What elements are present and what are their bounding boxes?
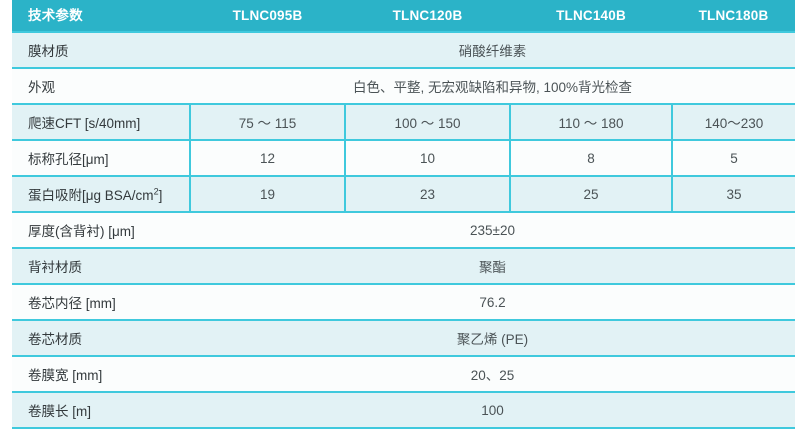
row-value-1: 100 ～ 150: [344, 103, 510, 140]
row-label: 膜材质: [12, 31, 190, 68]
row-value-merged: 聚乙烯 (PE): [190, 319, 795, 356]
table-header: 技术参数 TLNC095B TLNC120B TLNC140B TLNC180B: [12, 0, 795, 32]
row-label: 卷膜宽 [mm]: [12, 355, 190, 392]
header-model-0: TLNC095B: [190, 0, 345, 32]
specification-table: 技术参数 TLNC095B TLNC120B TLNC140B TLNC180B…: [12, 0, 795, 429]
row-label: 标称孔径[μm]: [12, 139, 190, 176]
row-label: 卷芯材质: [12, 319, 190, 356]
row-label: 爬速CFT [s/40mm]: [12, 103, 190, 140]
table-row: 爬速CFT [s/40mm] 75 ～ 115 100 ～ 150 110 ～ 180…: [12, 103, 795, 140]
row-value-merged: 235±20: [190, 211, 795, 248]
table-row: 卷膜宽 [mm] 20、25: [12, 355, 795, 392]
row-label: 厚度(含背衬) [μm]: [12, 211, 190, 248]
table-row: 卷膜长 [m] 100: [12, 391, 795, 429]
table-row: 卷芯内径 [mm] 76.2: [12, 283, 795, 320]
row-value-3: 35: [671, 175, 795, 212]
row-value-0: 75 ～ 115: [189, 103, 345, 140]
row-label: 卷芯内径 [mm]: [12, 283, 190, 320]
row-value-merged: 硝酸纤维素: [190, 31, 795, 68]
header-model-3: TLNC180B: [672, 0, 795, 32]
row-value-2: 8: [509, 139, 672, 176]
table-row: 背衬材质 聚酯: [12, 247, 795, 284]
row-value-3: 140～230: [671, 103, 795, 140]
spec-sheet: 技术参数 TLNC095B TLNC120B TLNC140B TLNC180B…: [12, 0, 795, 429]
row-value-1: 23: [344, 175, 510, 212]
row-value-merged: 76.2: [190, 283, 795, 320]
table-row: 外观 白色、平整, 无宏观缺陷和异物, 100%背光检查: [12, 67, 795, 104]
row-value-merged: 白色、平整, 无宏观缺陷和异物, 100%背光检查: [190, 67, 795, 104]
row-value-0: 19: [189, 175, 345, 212]
row-value-merged: 聚酯: [190, 247, 795, 284]
row-label: 卷膜长 [m]: [12, 391, 190, 429]
row-label: 蛋白吸附[μg BSA/cm2]: [12, 175, 190, 212]
row-value-2: 110 ～ 180: [509, 103, 672, 140]
header-model-1: TLNC120B: [345, 0, 510, 32]
row-label: 背衬材质: [12, 247, 190, 284]
row-value-0: 12: [189, 139, 345, 176]
table-row: 厚度(含背衬) [μm] 235±20: [12, 211, 795, 248]
header-model-2: TLNC140B: [510, 0, 672, 32]
header-parameter: 技术参数: [12, 0, 190, 32]
row-value-3: 5: [671, 139, 795, 176]
row-value-1: 10: [344, 139, 510, 176]
row-value-merged: 100: [190, 391, 795, 429]
table-row: 蛋白吸附[μg BSA/cm2] 19 23 25 35: [12, 175, 795, 212]
table-row: 膜材质 硝酸纤维素: [12, 31, 795, 68]
row-label: 外观: [12, 67, 190, 104]
table-row: 标称孔径[μm] 12 10 8 5: [12, 139, 795, 176]
table-row: 卷芯材质 聚乙烯 (PE): [12, 319, 795, 356]
header-row: 技术参数 TLNC095B TLNC120B TLNC140B TLNC180B: [12, 0, 795, 32]
row-value-2: 25: [509, 175, 672, 212]
row-value-merged: 20、25: [190, 355, 795, 392]
table-body: 膜材质 硝酸纤维素 外观 白色、平整, 无宏观缺陷和异物, 100%背光检查 爬速CFT…: [12, 31, 795, 429]
